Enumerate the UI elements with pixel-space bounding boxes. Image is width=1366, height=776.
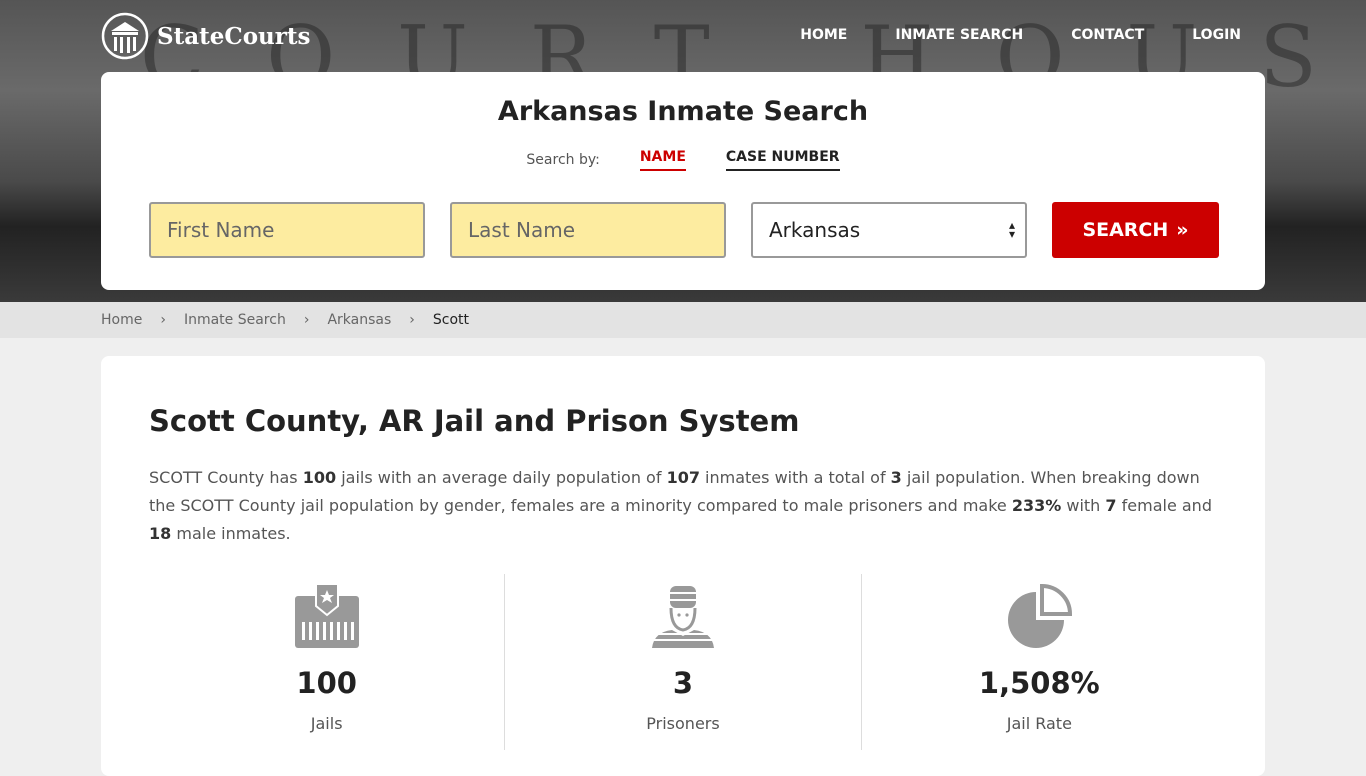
search-title: Arkansas Inmate Search (497, 96, 869, 127)
page-title: Scott County, AR Jail and Prison System (149, 404, 800, 438)
stat-jail-rate: 1,508% Jail Rate (862, 574, 1217, 750)
stat-label: Prisoners (646, 714, 720, 733)
summary-paragraph: SCOTT County has 100 jails with an avera… (149, 468, 1212, 543)
main-nav: HOME INMATE SEARCH CONTACT LOGIN (800, 27, 1241, 43)
stat-label: Jails (310, 714, 343, 733)
search-card: Arkansas Inmate Search Search by: NAME C… (101, 72, 1265, 290)
nav-inmate-search[interactable]: INMATE SEARCH (895, 27, 1024, 43)
tab-case-number[interactable]: CASE NUMBER (725, 149, 840, 171)
last-name-input[interactable]: Last Name (450, 202, 726, 258)
chevron-right-icon: › (409, 312, 415, 328)
jail-icon (294, 583, 359, 648)
double-chevron-right-icon: » (1176, 219, 1189, 241)
chevron-right-icon: › (303, 312, 310, 328)
stat-label: Jail Rate (1006, 714, 1072, 733)
breadcrumb-current: Scott (432, 312, 470, 328)
content-card: Scott County, AR Jail and Prison System … (101, 356, 1265, 776)
brand-name: StateCourts (157, 22, 311, 50)
stat-value: 100 (296, 666, 357, 700)
stat-value: 3 (672, 666, 694, 700)
stat-value: 1,508% (978, 666, 1100, 700)
nav-contact[interactable]: CONTACT (1071, 27, 1145, 43)
select-arrows-icon: ▴ ▾ (1008, 218, 1015, 241)
breadcrumb-inmate-search[interactable]: Inmate Search (183, 312, 286, 328)
first-name-input[interactable]: First Name (149, 202, 425, 258)
nav-login[interactable]: LOGIN (1192, 27, 1241, 43)
prisoner-icon (651, 586, 714, 648)
pie-chart-icon (1008, 583, 1073, 648)
chevron-right-icon: › (160, 312, 166, 328)
stat-jails: 100 Jails (149, 574, 506, 750)
state-select[interactable]: Arkansas ▴ ▾ (751, 202, 1027, 258)
logo[interactable]: StateCourts (101, 12, 310, 60)
search-button-label: SEARCH (1082, 219, 1169, 241)
breadcrumb-home[interactable]: Home (101, 312, 143, 328)
search-by-label: Search by: (526, 152, 600, 168)
tab-name[interactable]: NAME (639, 149, 686, 171)
search-button[interactable]: SEARCH » (1052, 202, 1219, 258)
courthouse-logo-icon (101, 12, 149, 60)
state-value: Arkansas (769, 218, 861, 242)
breadcrumb-arkansas[interactable]: Arkansas (327, 312, 392, 328)
stat-prisoners: 3 Prisoners (505, 574, 862, 750)
breadcrumb: Home › Inmate Search › Arkansas › Scott (0, 302, 1366, 338)
nav-home[interactable]: HOME (800, 27, 848, 43)
